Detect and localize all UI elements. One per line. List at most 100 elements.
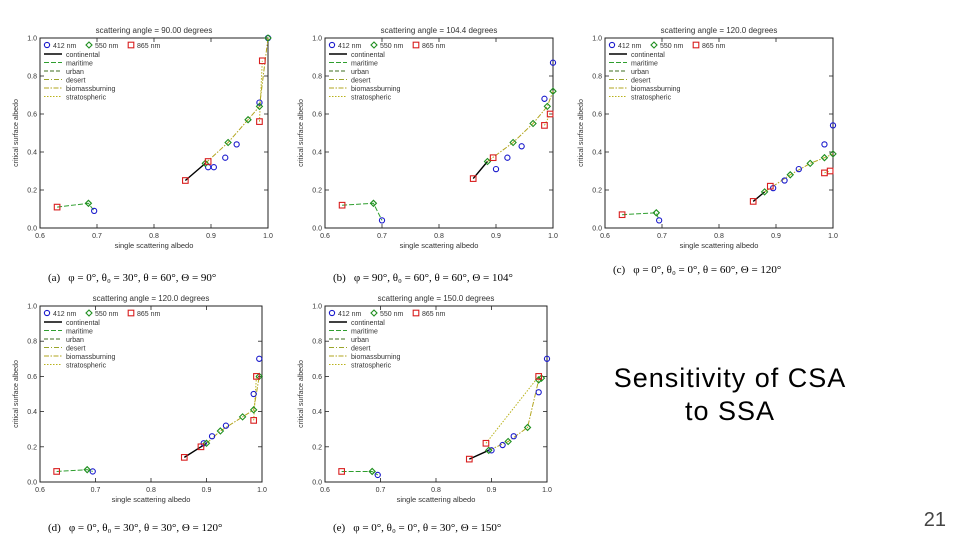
data-point-865	[338, 201, 346, 209]
legend-label: 412 nm	[338, 43, 362, 50]
legend-marker-550	[370, 41, 378, 49]
x-tick-label: 0.9	[771, 233, 781, 240]
legend-label: 412 nm	[338, 311, 362, 318]
chart-svg: scattering angle = 120.0 degrees 0.6 0.7 0.…	[13, 294, 267, 504]
data-point-550	[652, 209, 661, 217]
y-tick-label: 0.4	[312, 150, 322, 157]
y-tick-label: 0.8	[312, 74, 322, 81]
x-tick-label: 1.0	[263, 233, 273, 240]
chart-title: scattering angle = 90.00 degrees	[96, 26, 213, 35]
caption-text: φ = 0°, θ₀ = 30°, θ = 60°, Θ = 90°	[68, 272, 217, 284]
series-line-biomassburning	[487, 91, 554, 162]
data-point-412	[210, 164, 217, 171]
data-point-550	[820, 153, 829, 162]
legend-label: urban	[351, 337, 369, 344]
data-point-412	[256, 99, 263, 106]
chart-title: scattering angle = 120.0 degrees	[93, 294, 210, 303]
x-axis-label: single scattering albedo	[680, 241, 759, 250]
legend-label: continental	[66, 320, 100, 327]
legend-label: 412 nm	[53, 311, 77, 318]
legend-marker-550	[370, 309, 378, 317]
legend-label: 550 nm	[660, 43, 684, 50]
data-point-412	[208, 433, 216, 440]
caption-text: φ = 0°, θ₀ = 30°, θ = 30°, Θ = 120°	[68, 522, 223, 534]
series-line-stratospheric	[258, 60, 263, 122]
data-point-865	[258, 57, 266, 65]
legend-label: stratospheric	[351, 95, 392, 102]
data-point-550	[829, 150, 837, 158]
data-point-550	[483, 157, 492, 166]
data-point-412	[233, 141, 240, 148]
data-point-865	[338, 468, 345, 475]
legend-label: maritime	[66, 329, 93, 336]
data-point-865	[180, 454, 188, 461]
data-point-550	[202, 439, 211, 448]
legend-label: biomassburning	[351, 354, 401, 361]
x-tick-label: 0.8	[714, 233, 724, 240]
data-point-550	[255, 102, 264, 111]
legend-marker-550	[85, 41, 93, 49]
data-point-865	[182, 177, 189, 184]
x-tick-label: 0.7	[91, 487, 101, 494]
y-tick-label: 0.0	[592, 226, 602, 233]
chart-caption: (d) φ = 0°, θ₀ = 30°, θ = 30°, Θ = 120°	[48, 522, 222, 534]
x-tick-label: 0.8	[146, 487, 156, 494]
data-point-412	[374, 471, 381, 479]
caption-tag: (b)	[333, 272, 346, 284]
data-point-412	[781, 177, 788, 184]
data-point-412	[222, 154, 229, 161]
data-point-412	[829, 122, 837, 129]
series-line-maritime	[622, 212, 660, 221]
data-point-550	[523, 423, 532, 432]
series-line-maritime	[342, 202, 383, 221]
caption-text: φ = 0°, θ₀ = 0°, θ = 30°, Θ = 150°	[353, 522, 502, 534]
y-tick-label: 0.6	[27, 374, 37, 381]
data-point-550	[509, 138, 517, 147]
legend-label: stratospheric	[631, 95, 672, 102]
data-point-865	[250, 417, 258, 424]
x-axis-label: single scattering albedo	[112, 495, 191, 504]
legend-label: urban	[66, 337, 84, 344]
data-point-412	[488, 447, 495, 454]
data-point-550	[537, 374, 546, 382]
data-point-865	[482, 439, 490, 447]
legend-marker-865	[127, 309, 135, 317]
data-point-550	[83, 465, 91, 474]
chart-panel-c: scattering angle = 120.0 degrees 0.6 0.7 0.…	[565, 14, 855, 286]
legend-label: 550 nm	[380, 311, 404, 318]
x-tick-label: 0.9	[202, 487, 212, 494]
y-tick-label: 1.0	[592, 36, 602, 43]
x-tick-label: 0.6	[320, 487, 330, 494]
series-line-maritime	[341, 470, 378, 476]
legend-label: desert	[66, 78, 86, 85]
data-point-550	[786, 171, 795, 179]
legend-label: continental	[631, 52, 665, 59]
data-point-865	[204, 158, 212, 165]
legend-label: 550 nm	[95, 311, 119, 318]
legend-label: continental	[66, 52, 100, 59]
data-point-412	[535, 389, 542, 396]
data-point-865	[53, 468, 60, 475]
data-point-865	[535, 373, 543, 380]
legend-marker-412	[328, 309, 336, 317]
caption-text: φ = 0°, θ₀ = 0°, θ = 60°, Θ = 120°	[633, 264, 782, 276]
y-tick-label: 0.2	[27, 188, 37, 195]
legend-marker-412	[328, 41, 336, 49]
y-axis-label: critical surface albedo	[13, 99, 20, 167]
legend-label: desert	[631, 78, 651, 85]
x-tick-label: 0.9	[491, 233, 501, 240]
y-tick-label: 1.0	[27, 304, 37, 311]
chart-title: scattering angle = 150.0 degrees	[378, 294, 495, 303]
legend-label: 865 nm	[422, 43, 446, 50]
y-tick-label: 0.8	[27, 74, 37, 81]
legend-label: biomassburning	[66, 86, 116, 93]
x-axis-label: single scattering albedo	[397, 495, 476, 504]
legend-label: stratospheric	[351, 363, 392, 370]
legend-label: stratospheric	[66, 95, 107, 102]
legend-label: continental	[351, 320, 385, 327]
y-tick-label: 0.6	[312, 374, 322, 381]
x-tick-label: 0.6	[600, 233, 610, 240]
data-point-550	[529, 119, 537, 128]
y-tick-label: 0.2	[27, 444, 37, 451]
legend-marker-865	[412, 309, 420, 317]
